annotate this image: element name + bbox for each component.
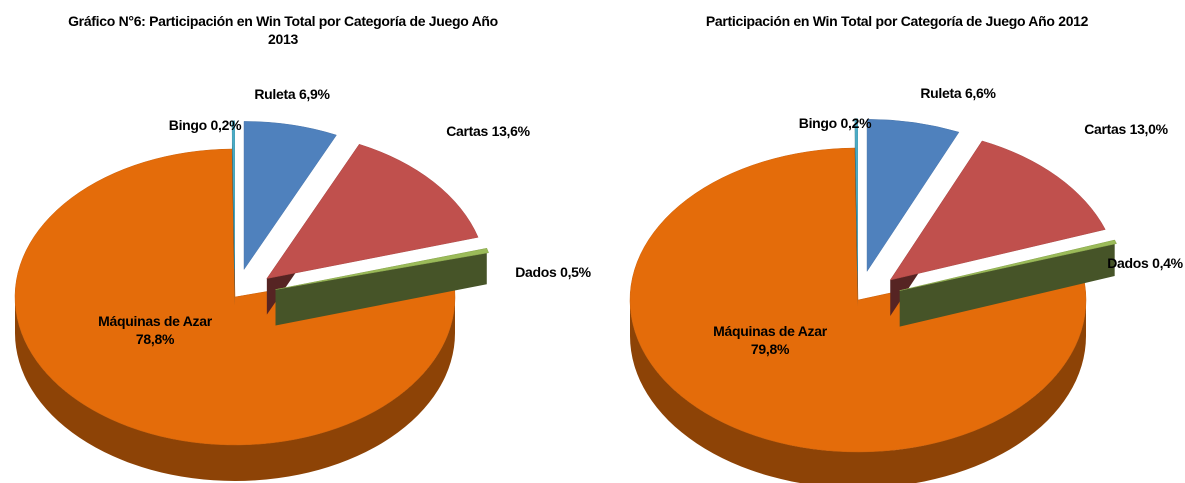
slice [266, 143, 479, 315]
value-label: 6,6% [964, 85, 996, 101]
data-label: Dados 0,5% [515, 263, 591, 281]
slice [231, 120, 235, 305]
slice-top [899, 239, 1117, 291]
category-name: Cartas [446, 123, 488, 139]
value-label: 0,2% [210, 117, 242, 133]
slice [889, 140, 1106, 317]
slice-side [630, 300, 1086, 483]
data-label: Máquinas de Azar 79,8% [710, 322, 830, 358]
slice-top [14, 148, 456, 446]
value-label: 13,0% [1129, 121, 1169, 137]
data-label: Ruleta 6,9% [254, 85, 330, 103]
slice-cut [899, 239, 1115, 327]
value-label: 0,5% [560, 264, 591, 280]
category-name: Ruleta [920, 85, 962, 101]
slice [243, 121, 337, 271]
slice-side [15, 297, 455, 481]
category-name: Ruleta [254, 86, 296, 102]
data-label: Bingo 0,2% [798, 114, 872, 132]
data-label: Máquinas de Azar 78,8% [95, 312, 215, 348]
value-label: 78,8% [135, 331, 175, 347]
data-label: Ruleta 6,6% [920, 84, 996, 102]
category-name: Máquinas de Azar [713, 323, 827, 339]
slice-top [629, 147, 1087, 453]
value-label: 0,4% [1152, 255, 1183, 271]
data-label: Dados 0,4% [1107, 254, 1183, 272]
value-label: 6,9% [298, 86, 330, 102]
slice [866, 119, 960, 273]
slice-top [243, 121, 337, 271]
category-name: Cartas [1084, 121, 1126, 137]
slice-top [231, 120, 235, 269]
slice-cut [275, 248, 487, 326]
category-name: Máquinas de Azar [98, 313, 212, 329]
slice-top [866, 119, 960, 273]
slice [899, 239, 1117, 327]
slice-top [266, 143, 479, 279]
category-name: Bingo [798, 115, 837, 131]
value-label: 79,8% [750, 341, 790, 357]
slice-top [275, 247, 489, 290]
value-label: 0,2% [840, 115, 872, 131]
data-label: Bingo 0,2% [168, 116, 242, 134]
category-name: Dados [515, 264, 557, 280]
slice [854, 118, 858, 307]
slice-top [889, 140, 1106, 281]
data-label: Cartas 13,0% [1084, 120, 1168, 138]
chart-title: Gráfico N°6: Participación en Win Total … [68, 13, 498, 47]
chart-title: Participación en Win Total por Categoría… [705, 13, 1089, 29]
slice-top [854, 118, 858, 271]
value-label: 13,6% [491, 123, 531, 139]
category-name: Dados [1107, 255, 1149, 271]
slice [275, 247, 489, 326]
category-name: Bingo [168, 117, 207, 133]
data-label: Cartas 13,6% [446, 122, 530, 140]
